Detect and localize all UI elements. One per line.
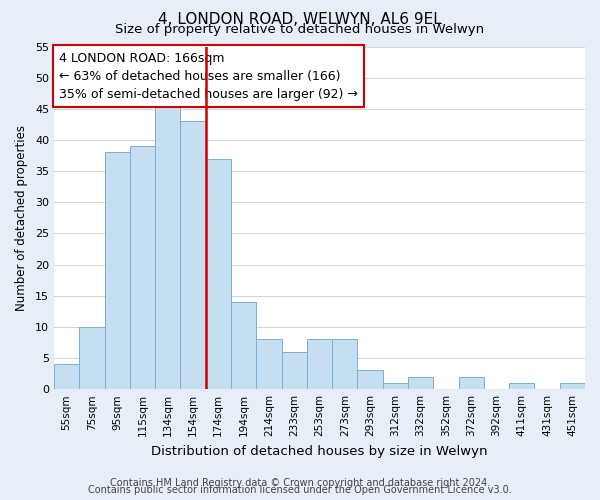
Bar [256, 340, 281, 389]
Bar [54, 364, 79, 389]
Y-axis label: Number of detached properties: Number of detached properties [15, 125, 28, 311]
Bar [383, 383, 408, 389]
Bar [560, 383, 585, 389]
Text: Size of property relative to detached houses in Welwyn: Size of property relative to detached ho… [115, 22, 485, 36]
Bar [281, 352, 307, 389]
Bar [155, 102, 181, 389]
Bar [130, 146, 155, 389]
Bar [458, 376, 484, 389]
Bar [509, 383, 535, 389]
Bar [79, 327, 104, 389]
Text: Contains public sector information licensed under the Open Government Licence v3: Contains public sector information licen… [88, 485, 512, 495]
Text: 4, LONDON ROAD, WELWYN, AL6 9EL: 4, LONDON ROAD, WELWYN, AL6 9EL [158, 12, 442, 28]
Text: 4 LONDON ROAD: 166sqm
← 63% of detached houses are smaller (166)
35% of semi-det: 4 LONDON ROAD: 166sqm ← 63% of detached … [59, 52, 358, 100]
Bar [307, 340, 332, 389]
Bar [358, 370, 383, 389]
Bar [408, 376, 433, 389]
Bar [332, 340, 358, 389]
Bar [231, 302, 256, 389]
Text: Contains HM Land Registry data © Crown copyright and database right 2024.: Contains HM Land Registry data © Crown c… [110, 478, 490, 488]
Bar [206, 158, 231, 389]
Bar [181, 122, 206, 389]
X-axis label: Distribution of detached houses by size in Welwyn: Distribution of detached houses by size … [151, 444, 488, 458]
Bar [104, 152, 130, 389]
